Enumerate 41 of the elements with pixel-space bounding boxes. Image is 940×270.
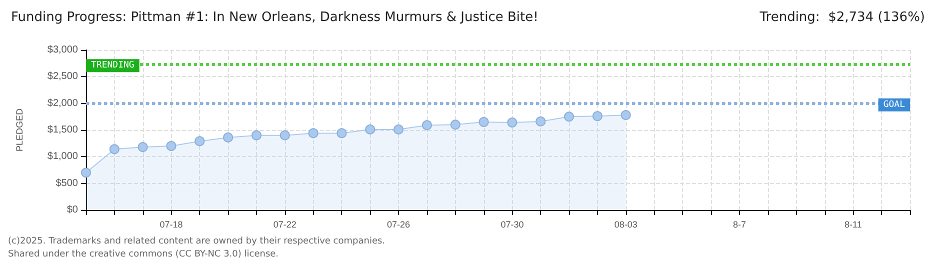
point — [138, 142, 148, 152]
ref-line-label: TRENDING — [91, 60, 134, 71]
y-tick-label: $500 — [56, 178, 78, 189]
ref-line-label: GOAL — [883, 100, 905, 110]
point — [478, 117, 489, 127]
text: (c)2025. Trademarks and related content are owned by their respective companies. — [8, 236, 386, 246]
x-tick-label: 8-7 — [733, 220, 746, 230]
point — [564, 112, 574, 122]
point — [194, 136, 205, 146]
point — [336, 128, 347, 138]
point — [81, 168, 91, 178]
point — [166, 141, 176, 151]
y-tick-label: $0 — [66, 204, 78, 216]
x-tick-label: 07-18 — [160, 220, 183, 230]
point — [394, 124, 404, 134]
x-tick-label: 08-03 — [614, 220, 638, 230]
point — [308, 128, 318, 138]
point — [592, 111, 602, 122]
y-tick-label: $1,500 — [47, 124, 78, 136]
y-tick-label: $2,500 — [47, 71, 78, 82]
point — [450, 120, 460, 130]
point — [422, 120, 432, 130]
y-axis-title: PLEDGED — [14, 108, 24, 152]
point — [109, 144, 120, 154]
x-tick-label: 8-11 — [844, 220, 862, 230]
x-tick-label: 07-30 — [500, 220, 524, 230]
y-tick-label: $1,000 — [47, 151, 78, 162]
point — [507, 118, 518, 128]
point — [251, 130, 262, 140]
chart-title: Funding Progress: Pittman #1: In New Orleans, Darkness Murmurs & Justice Bite! — [11, 10, 538, 25]
chart-subtitle: Trending: $2,734 (136%) — [758, 10, 926, 25]
x-tick-label: 07-22 — [273, 220, 296, 230]
point — [620, 110, 631, 120]
text: Shared under the creative commons (CC BY-NC 3.0) license. — [8, 250, 279, 260]
x-tick-label: 07-26 — [387, 220, 410, 230]
point — [280, 130, 290, 140]
point — [223, 132, 234, 142]
point — [365, 124, 376, 134]
y-tick-label: $2,000 — [47, 98, 78, 109]
y-tick-label: $3,000 — [47, 44, 78, 56]
point — [536, 116, 546, 126]
